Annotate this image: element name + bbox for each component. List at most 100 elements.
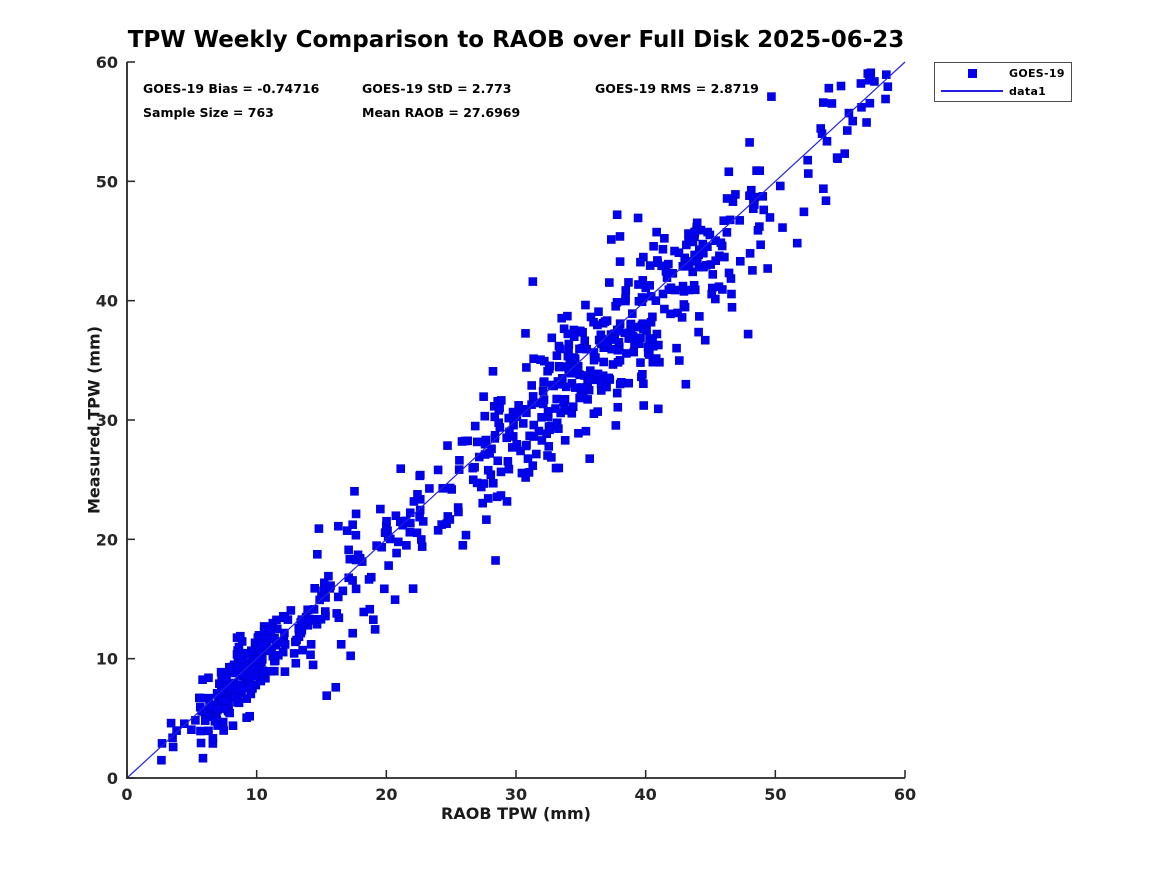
data-point: [332, 609, 342, 618]
data-point: [864, 75, 874, 85]
data-point: [840, 149, 850, 158]
data-point: [593, 407, 602, 416]
data-point: [612, 388, 622, 398]
data-point: [629, 347, 639, 357]
data-point: [621, 294, 630, 303]
data-point: [836, 81, 846, 91]
data-point: [405, 527, 415, 537]
data-point: [819, 98, 828, 107]
data-point: [234, 642, 244, 652]
data-point: [636, 257, 645, 267]
data-point: [604, 373, 614, 383]
data-point: [589, 355, 599, 365]
data-point: [322, 691, 331, 700]
data-point: [563, 311, 572, 321]
data-point: [266, 626, 275, 636]
data-point: [679, 300, 689, 309]
data-point: [351, 530, 361, 540]
data-point: [695, 312, 704, 321]
data-point: [196, 726, 205, 736]
data-point: [237, 654, 246, 664]
data-point: [384, 561, 393, 570]
data-point: [488, 366, 498, 376]
data-point: [306, 640, 316, 649]
data-point: [413, 490, 422, 499]
data-point: [280, 613, 290, 623]
data-point: [196, 738, 206, 748]
data-point: [748, 266, 757, 275]
data-point: [393, 537, 403, 547]
data-point: [480, 411, 490, 421]
data-point: [453, 503, 463, 512]
data-point: [765, 213, 775, 222]
data-point: [222, 674, 231, 684]
data-point: [617, 377, 626, 387]
data-point: [755, 166, 765, 176]
data-point: [244, 649, 253, 658]
data-point: [268, 634, 278, 644]
x-tick-label: 10: [246, 785, 268, 804]
data-point: [648, 334, 657, 344]
data-point: [562, 382, 571, 392]
data-point: [392, 548, 401, 558]
data-point: [200, 716, 210, 725]
data-point: [245, 681, 255, 691]
x-tick-label: 30: [505, 785, 527, 804]
data-point: [461, 530, 471, 540]
data-point: [532, 449, 541, 459]
data-point: [351, 509, 361, 519]
x-tick-label: 50: [764, 785, 786, 804]
data-point: [225, 708, 234, 718]
data-point: [316, 614, 326, 624]
data-point: [470, 421, 480, 431]
data-point: [722, 194, 732, 203]
data-point: [639, 324, 648, 334]
legend-entry-data1: data1: [935, 83, 1071, 99]
data-point: [168, 742, 178, 752]
data-point: [538, 399, 548, 409]
data-point: [348, 576, 357, 585]
data-point: [581, 300, 590, 310]
data-point: [236, 631, 245, 641]
data-point: [570, 354, 580, 364]
data-point: [512, 412, 522, 421]
data-point: [544, 442, 554, 451]
data-point: [370, 625, 380, 634]
data-point: [727, 289, 736, 299]
data-point: [664, 259, 673, 269]
data-point: [369, 615, 378, 624]
data-point: [372, 541, 381, 550]
data-point: [630, 339, 639, 349]
data-point: [705, 230, 715, 240]
data-point: [528, 277, 538, 286]
data-point: [688, 237, 698, 247]
legend-label-goes19: GOES-19: [1009, 66, 1065, 80]
data-point: [483, 494, 493, 503]
data-point: [745, 138, 754, 147]
data-point: [654, 340, 663, 350]
data-point: [602, 382, 611, 392]
data-point: [342, 526, 352, 535]
data-point: [396, 464, 406, 473]
data-point: [197, 707, 206, 716]
data-point: [534, 426, 544, 436]
data-point: [578, 327, 587, 337]
data-point: [334, 521, 343, 531]
y-tick-label: 50: [96, 172, 118, 191]
y-tick-label: 0: [107, 769, 118, 788]
data-point: [310, 584, 319, 593]
data-point: [547, 380, 557, 390]
x-axis-label: RAOB TPW (mm): [441, 804, 591, 823]
data-point: [497, 396, 506, 405]
data-point: [468, 463, 478, 473]
y-tick-label: 30: [96, 411, 118, 430]
data-point: [613, 402, 623, 412]
data-point: [331, 683, 341, 692]
data-point: [529, 354, 538, 363]
data-point: [614, 326, 624, 336]
data-point: [745, 249, 755, 258]
data-point: [585, 454, 595, 463]
data-point: [391, 511, 401, 521]
data-point: [168, 733, 177, 743]
data-point: [827, 99, 837, 108]
